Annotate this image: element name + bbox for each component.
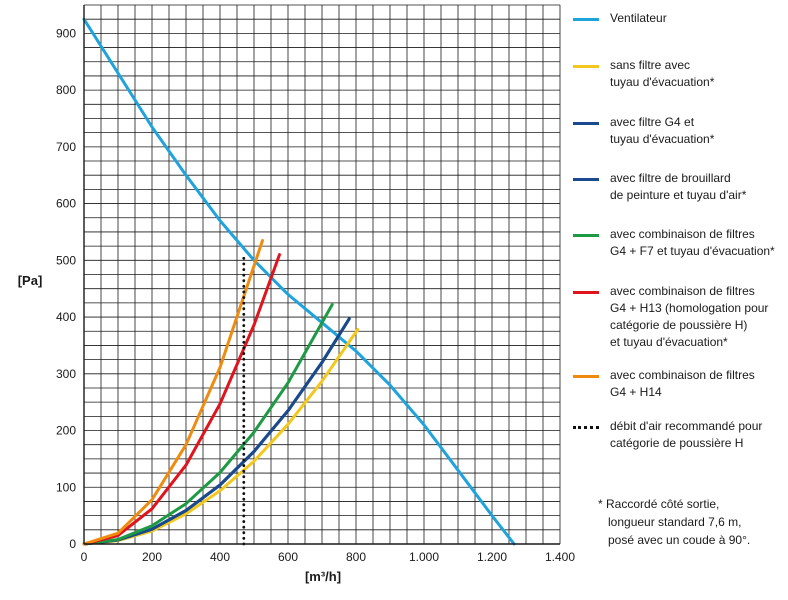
footnote-line-1: * Raccordé côté sortie,: [598, 497, 720, 511]
y-tick-label: 800: [56, 83, 76, 97]
x-tick-label: 1.200: [477, 550, 507, 564]
y-tick-label: 400: [56, 310, 76, 324]
x-tick-label: 400: [210, 550, 230, 564]
x-axis-title: [m³/h]: [305, 569, 341, 584]
y-tick-label: 100: [56, 480, 76, 494]
legend-label: Ventilateur: [610, 11, 667, 25]
y-tick-label: 200: [56, 424, 76, 438]
x-tick-label: 800: [346, 550, 366, 564]
legend-swatch: [573, 234, 599, 237]
y-tick-label: 0: [69, 537, 76, 551]
legend-swatch: [573, 18, 599, 21]
legend-swatch: [573, 426, 599, 429]
y-tick-label: 300: [56, 367, 76, 381]
legend-swatch: [573, 375, 599, 378]
series-line-0: [82, 17, 516, 546]
x-tick-label: 200: [142, 550, 162, 564]
series-line-3: [82, 317, 351, 546]
legend-swatch: [573, 291, 599, 294]
tick-labels: 0 200 400 600 800 1.000 1.200 1.400 0 100 200 300 40…: [56, 26, 575, 564]
legend-label: débit d'air recommandé pour catégorie de …: [610, 419, 763, 450]
axes: [83, 5, 560, 545]
footnote-line-2: longueur standard 7,6 m,: [608, 515, 742, 529]
series-group: [82, 17, 516, 546]
series-line-6: [82, 239, 264, 546]
x-tick-label: 600: [278, 550, 298, 564]
grid: [83, 4, 561, 545]
y-tick-label: 600: [56, 197, 76, 211]
y-tick-label: 900: [56, 26, 76, 40]
y-tick-label: 700: [56, 140, 76, 154]
legend-swatch: [573, 122, 599, 125]
series-line-4: [82, 303, 334, 546]
series-line-5: [82, 253, 281, 546]
x-tick-label: 1.000: [409, 550, 439, 564]
y-axis-title: [Pa]: [18, 273, 43, 288]
y-tick-label: 500: [56, 253, 76, 267]
legend-label: avec combinaison de filtres G4 + H14: [610, 368, 755, 399]
legend-swatch: [573, 65, 599, 68]
legend-swatch: [573, 178, 599, 181]
footnote-line-3: posé avec un coude à 90°.: [608, 533, 751, 547]
legend-label: avec combinaison de filtres G4 + H13 (hom…: [610, 284, 769, 349]
x-tick-label: 1.400: [545, 550, 575, 564]
footnote: * Raccordé côté sortie, longueur standar…: [598, 495, 783, 549]
legend-label: avec combinaison de filtres G4 + F7 et tu…: [610, 227, 775, 258]
legend-label: avec filtre de brouillard de peinture et …: [610, 171, 747, 202]
x-tick-label: 0: [81, 550, 88, 564]
legend-label: sans filtre avec tuyau d'évacuation*: [610, 58, 715, 89]
legend-label: avec filtre G4 et tuyau d'évacuation*: [610, 115, 715, 146]
series-line-2: [82, 317, 351, 546]
